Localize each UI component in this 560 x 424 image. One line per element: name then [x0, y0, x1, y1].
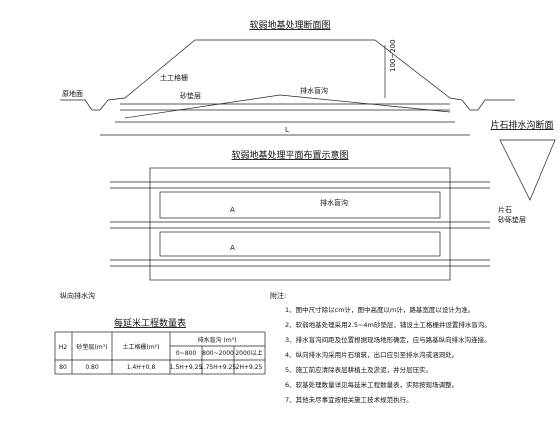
note-item: 7、其他未尽事宜按相关施工技术规范执行。 [285, 395, 413, 404]
table-header: H2 [59, 344, 68, 351]
ditch-label: 片石 [498, 205, 512, 214]
embankment [60, 39, 515, 111]
table: H2 砂垫层(m³) 土工格栅(m²) 排水盲沟 (m³)0~800 800~2000 2… [59, 336, 263, 371]
section-title: 软弱地基处理断面图 [249, 19, 330, 31]
ditch-shape [499, 139, 556, 201]
table-cell: 1.4H+0.8 [127, 364, 156, 371]
section-label: L [285, 126, 289, 134]
note-item: 4、纵向排水沟采用片石填筑，出口应引至排水沟或涵洞处。 [285, 350, 458, 359]
table-header: 排水盲沟 (m³) [198, 336, 237, 344]
drain-layer [124, 94, 451, 119]
plan-strip [159, 191, 441, 219]
plan-label: A [230, 206, 235, 214]
section-label: 土工格栅 [160, 73, 188, 82]
ditch-title: 片石排水沟断面 [490, 119, 553, 131]
note-item: 6、软基处理数量详见每延米工程数量表，实际按现场调整。 [285, 380, 458, 389]
plan-label: A [230, 244, 235, 252]
table-cell: 0.80 [85, 364, 99, 371]
section-label: 100~200 [389, 39, 397, 72]
note-item: 1、图中尺寸除以cm计，图中高度以m计，路基宽度以设计为准。 [285, 305, 474, 314]
table-cell: 80 [59, 364, 67, 371]
table-subheader: 0~800 [176, 350, 196, 357]
ditch-label: 砂砾垫层 [498, 215, 526, 224]
plan-label: 纵向排水沟 [60, 291, 95, 300]
plan-outline [149, 167, 451, 281]
table-subheader: 800~2000 [202, 350, 234, 357]
table-header: 砂垫层(m³) [77, 343, 108, 351]
table-cell: 2H+9.25 [236, 364, 263, 371]
section-label: 砂垫层 [180, 91, 201, 100]
plan-strip [159, 231, 441, 257]
note-item: 5、施工前应清除表层耕植土及淤泥，并分层压实。 [285, 365, 432, 374]
table-cell: 1.75H+9.25 [200, 364, 236, 371]
table-title: 每延米工程数量表 [114, 317, 186, 329]
note-item: 2、软弱地基处理采用2.5~4m砂垫层，铺设土工格栅并设置排水盲沟。 [285, 320, 491, 329]
plan-label: 排水盲沟 [320, 198, 348, 207]
table-subheader: 2000以上 [235, 349, 262, 357]
plan-title: 软弱地基处理平面布置示意图 [231, 149, 348, 161]
table-cell: 1.5H+9.25 [170, 364, 203, 371]
section-label: 排水盲沟 [300, 86, 328, 95]
table-header: 土工格栅(m²) [123, 343, 160, 351]
table-frame [54, 331, 266, 375]
note-item: 3、排水盲沟间距及位置根据现场地形确定，应与路基纵向排水沟连接。 [285, 335, 491, 344]
notes: 1、图中尺寸除以cm计，图中高度以m计，路基宽度以设计为准。 2、软弱地基处理采用… [285, 305, 491, 404]
section-label: 原地面 [62, 89, 83, 98]
notes-title: 附注: [270, 291, 286, 300]
